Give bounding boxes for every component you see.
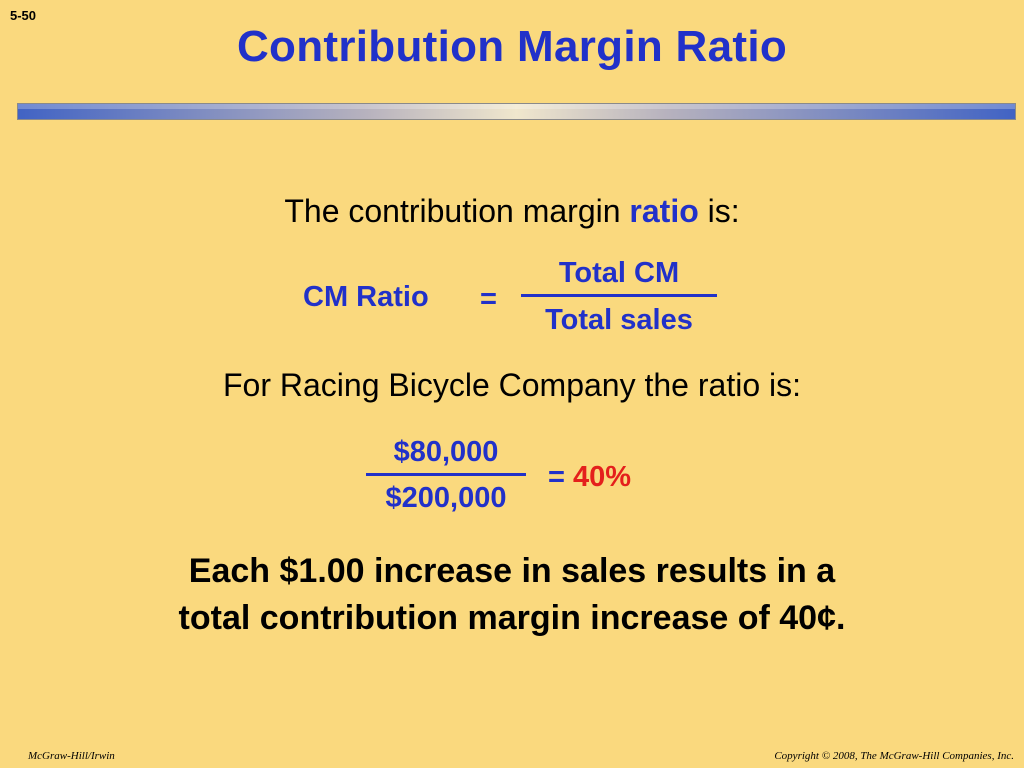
intro-emphasis: ratio xyxy=(629,193,699,229)
example-denominator: $200,000 xyxy=(385,482,507,514)
example-equals: = xyxy=(548,461,565,493)
slide-title: Contribution Margin Ratio xyxy=(236,22,788,71)
example-result: = 40% xyxy=(548,461,631,494)
formula-denominator: Total sales xyxy=(545,304,693,336)
example-result-value: 40% xyxy=(573,461,632,493)
takeaway-line-2: total contribution margin increase of 40… xyxy=(178,599,846,637)
formula-numerator: Total CM xyxy=(558,257,680,289)
takeaway-text: Each $1.00 increase in sales results in … xyxy=(0,548,1024,642)
formula-fraction-bar xyxy=(521,294,717,297)
intro-before: The contribution margin xyxy=(284,193,630,229)
intro-after: is: xyxy=(698,193,740,229)
example-fraction-bar xyxy=(366,473,526,476)
formula-equals: = xyxy=(480,283,497,315)
footer-publisher: McGraw-Hill/Irwin xyxy=(28,750,115,762)
example-numerator: $80,000 xyxy=(393,436,499,468)
takeaway-line-1: Each $1.00 increase in sales results in … xyxy=(188,552,836,590)
formula-label: CM Ratio xyxy=(303,281,429,313)
slide-number: 5-50 xyxy=(10,8,37,23)
intro-text: The contribution margin ratio is: xyxy=(0,193,1024,230)
footer-copyright: Copyright © 2008, The McGraw-Hill Compan… xyxy=(774,750,1014,762)
example-intro: For Racing Bicycle Company the ratio is: xyxy=(223,367,801,403)
title-divider-bar xyxy=(17,103,1016,120)
